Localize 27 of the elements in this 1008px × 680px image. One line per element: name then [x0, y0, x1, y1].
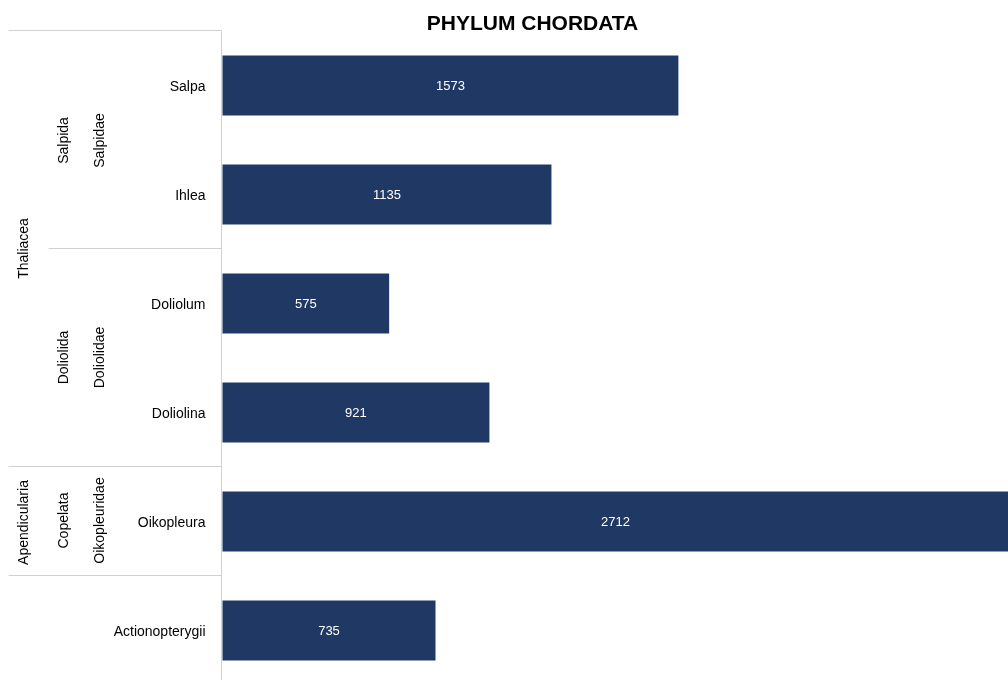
- text: Apendicularia: [14, 479, 31, 565]
- data-label: 735: [318, 623, 340, 638]
- data-label: 1135: [373, 187, 401, 202]
- data-label: 575: [294, 296, 317, 311]
- bar: [222, 382, 490, 443]
- text: Salpida: [54, 116, 71, 164]
- bar: [222, 600, 436, 661]
- text: Copelata: [54, 492, 71, 549]
- y-tick-label: Oikopleura: [137, 513, 206, 530]
- bar: [222, 273, 390, 334]
- y-tick-label: Salpa: [169, 77, 206, 94]
- text: Doliolida: [54, 330, 71, 385]
- bar: [222, 55, 679, 116]
- text: Doliolidae: [90, 326, 107, 389]
- text: Oikopleuridae: [90, 477, 107, 564]
- y-tick-label: Doliolina: [151, 404, 206, 421]
- text: Salpidae: [90, 113, 107, 168]
- bar: [222, 164, 552, 225]
- data-label: 2712: [601, 514, 630, 529]
- y-tick-label: Doliolum: [151, 295, 206, 312]
- bar: [222, 491, 1008, 552]
- chart-title: PHYLUM CHORDATA: [426, 11, 639, 34]
- y-tick-label: Ihlea: [175, 186, 206, 203]
- data-label: 1573: [435, 78, 465, 93]
- y-tick-label: Actionopterygii: [113, 622, 206, 639]
- data-label: 921: [345, 405, 367, 420]
- text: Thaliacea: [14, 217, 31, 279]
